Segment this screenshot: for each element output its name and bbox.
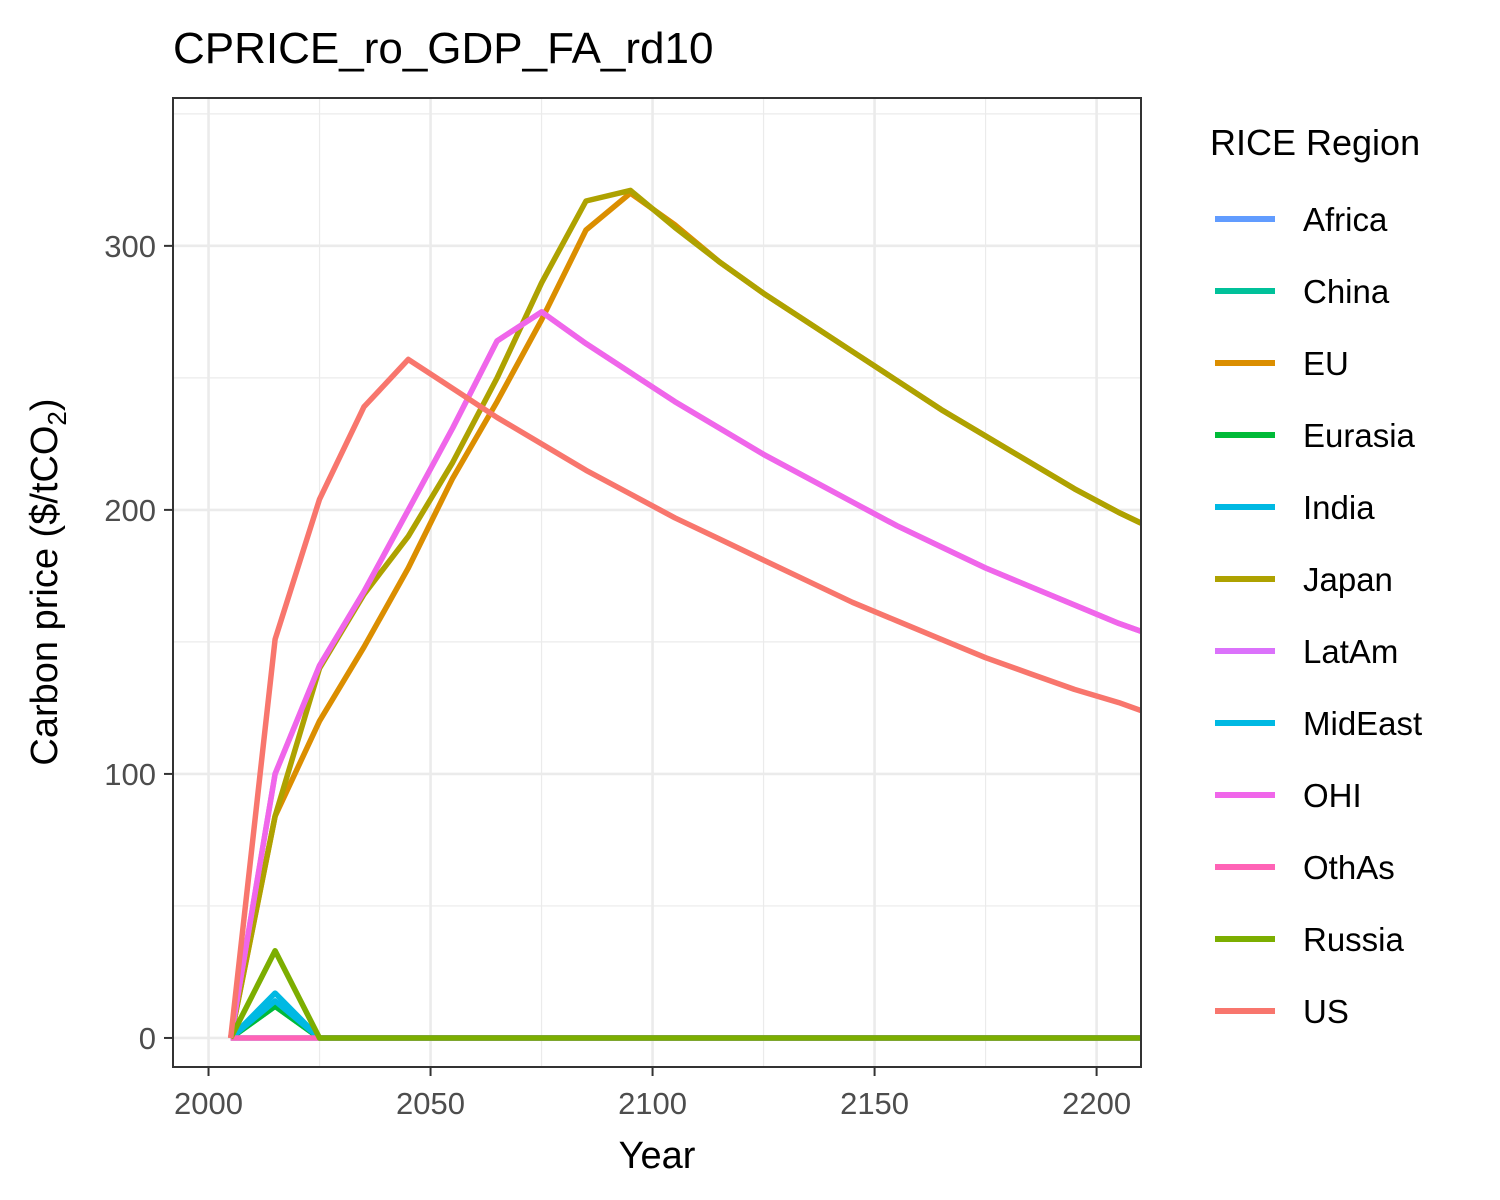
legend-label-eu: EU: [1303, 345, 1349, 382]
x-tick-label: 2150: [840, 1086, 909, 1121]
legend-label-us: US: [1303, 993, 1349, 1030]
legend-label-eurasia: Eurasia: [1303, 417, 1416, 454]
grid-minor: [173, 98, 1141, 1067]
series-line-russia: [228, 948, 1141, 1041]
x-axis: 2000 2050 2100 2150 2200: [174, 1067, 1131, 1121]
series-lines: [227, 187, 1141, 1041]
legend-label-india: India: [1303, 489, 1375, 526]
chart-title: CPRICE_ro_GDP_FA_rd10: [173, 24, 713, 73]
y-tick-label: 0: [139, 1021, 156, 1056]
legend-label-mideast: MidEast: [1303, 705, 1422, 742]
y-tick-label: 200: [104, 493, 156, 528]
plot-area: [172, 97, 1142, 1068]
x-tick-label: 2200: [1062, 1086, 1131, 1121]
x-axis-title: Year: [619, 1135, 696, 1177]
legend-label-othas: OthAs: [1303, 849, 1395, 886]
y-axis-title-main: Carbon price ($/tCO: [24, 426, 66, 766]
series-line-us: [227, 356, 1141, 1039]
legend-label-russia: Russia: [1303, 921, 1405, 958]
y-tick-label: 300: [104, 229, 156, 264]
series-line-ohi: [227, 309, 1141, 1039]
x-tick-label: 2100: [618, 1086, 687, 1121]
legend-label-africa: Africa: [1303, 201, 1388, 238]
legend-label-ohi: OHI: [1303, 777, 1362, 814]
panel-background: [173, 98, 1141, 1067]
y-axis-title: Carbon price ($/tCO2): [24, 398, 72, 765]
legend: RICE Region Africa China EU Eurasia India Jap…: [1210, 122, 1422, 1030]
series-line-japan: [228, 187, 1141, 1039]
y-axis-title-subscript: 2: [42, 411, 72, 425]
legend-label-china: China: [1303, 273, 1390, 310]
legend-title: RICE Region: [1210, 122, 1420, 163]
y-axis: 0 100 200 300: [104, 229, 173, 1056]
y-tick-label: 100: [104, 757, 156, 792]
legend-label-latam: LatAm: [1303, 633, 1398, 670]
legend-label-japan: Japan: [1303, 561, 1393, 598]
legend-items: Africa China EU Eurasia India Japan LatAm MidEa…: [1215, 201, 1422, 1030]
y-axis-title-suffix: ): [24, 398, 66, 411]
x-tick-label: 2050: [396, 1086, 465, 1121]
panel-border: [172, 97, 1142, 1068]
x-tick-label: 2000: [174, 1086, 243, 1121]
